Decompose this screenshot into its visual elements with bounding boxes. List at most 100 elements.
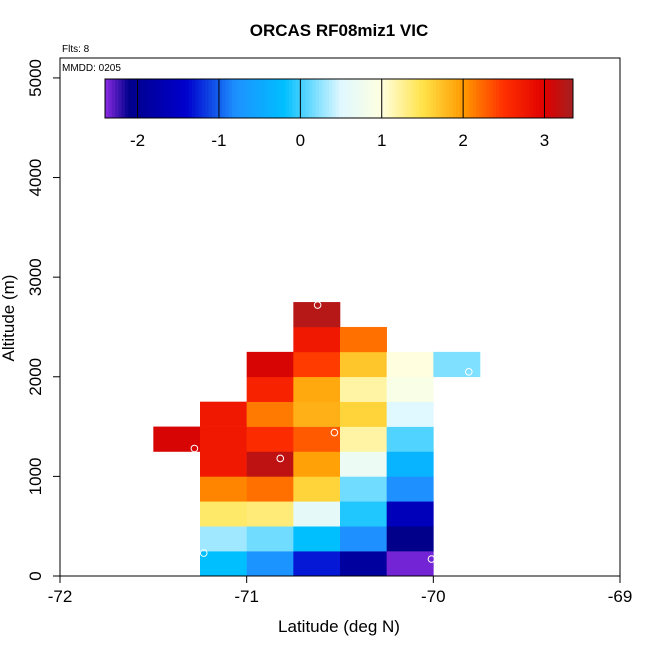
colorbar-segment xyxy=(529,79,534,118)
heatmap-cell xyxy=(293,351,341,378)
colorbar-segment xyxy=(158,79,163,118)
colorbar-segment xyxy=(208,79,213,118)
colorbar-segment xyxy=(429,79,434,118)
colorbar-segment xyxy=(432,79,437,118)
y-tick-label: 4000 xyxy=(26,159,45,197)
x-tick-label: -70 xyxy=(421,587,446,606)
colorbar-segment xyxy=(308,79,313,118)
colorbar-segment xyxy=(268,79,273,118)
heatmap-cell xyxy=(200,551,247,577)
y-axis: 0 1000 2000 3000 4000 5000 xyxy=(26,59,60,581)
colorbar-segment xyxy=(339,79,343,118)
heatmap-cell xyxy=(246,526,294,552)
colorbar-segment xyxy=(519,79,524,118)
colorbar-segment xyxy=(265,79,270,118)
colorbar-segment xyxy=(352,79,357,118)
colorbar-segment xyxy=(559,79,564,118)
colorbar-tick-label: -1 xyxy=(211,131,226,150)
colorbar-segment xyxy=(345,79,350,118)
colorbar-segment xyxy=(566,79,571,118)
colorbar-segment xyxy=(415,79,420,118)
colorbar-segment xyxy=(318,79,323,118)
colorbar-segment xyxy=(355,79,360,118)
colorbar-segment xyxy=(258,79,263,118)
colorbar-segment xyxy=(275,79,280,118)
colorbar-segment xyxy=(155,79,159,118)
colorbar-segment xyxy=(379,79,383,118)
heatmap-cell xyxy=(293,526,341,552)
heatmap-cells xyxy=(153,302,481,577)
y-tick-label: 3000 xyxy=(26,258,45,296)
observation-points xyxy=(190,301,473,563)
y-tick-label: 5000 xyxy=(26,59,45,97)
heatmap-cell xyxy=(340,376,387,402)
colorbar-segment xyxy=(245,79,250,118)
colorbar-segment xyxy=(222,79,226,118)
heatmap-cell xyxy=(293,476,341,502)
colorbar-segment xyxy=(165,79,170,118)
colorbar-segment xyxy=(195,79,200,118)
plot-frame xyxy=(59,57,621,577)
heatmap-cell xyxy=(293,551,341,577)
heatmap-cell xyxy=(153,426,201,452)
colorbar-segment xyxy=(168,79,173,118)
colorbar-segment xyxy=(539,79,544,118)
colorbar-segment xyxy=(198,79,203,118)
colorbar-segment xyxy=(328,79,333,118)
heatmap-cell xyxy=(386,526,434,552)
observation-point xyxy=(199,549,208,557)
colorbar-segment xyxy=(325,79,330,118)
colorbar-segment xyxy=(506,79,510,118)
colorbar-frame xyxy=(104,78,574,119)
colorbar-segment xyxy=(161,79,166,118)
colorbar-segment xyxy=(342,79,347,118)
colorbar-segment xyxy=(151,79,156,118)
heatmap-cell xyxy=(200,401,247,427)
colorbar-segment xyxy=(385,79,390,118)
colorbar-segment xyxy=(412,79,417,118)
colorbar-segment xyxy=(486,79,490,118)
colorbar-segment xyxy=(141,79,146,118)
heatmap-cell xyxy=(246,401,294,427)
colorbar-segment xyxy=(536,79,541,118)
y-tick-label: 1000 xyxy=(26,457,45,495)
x-tick-label: -69 xyxy=(608,587,633,606)
colorbar-segment xyxy=(125,79,129,118)
colorbar-segment xyxy=(211,79,216,118)
y-tick-label: 0 xyxy=(26,571,45,580)
colorbar-segment xyxy=(145,79,149,118)
x-tick-label: -71 xyxy=(234,587,259,606)
heatmap-cell xyxy=(386,426,434,452)
colorbar-segment xyxy=(232,79,236,118)
colorbar-segment xyxy=(178,79,183,118)
heatmap-cell xyxy=(386,501,434,527)
heatmap-cell xyxy=(293,501,341,527)
colorbar-segment xyxy=(288,79,293,118)
colorbar-segment xyxy=(459,79,464,118)
colorbar-segment xyxy=(302,79,307,118)
colorbar-segment xyxy=(549,79,554,118)
colorbar-segment xyxy=(295,79,300,118)
heatmap-cell xyxy=(340,451,387,477)
colorbar-segment xyxy=(292,79,297,118)
colorbar-segment xyxy=(115,79,119,118)
colorbar-segment xyxy=(546,79,551,118)
colorbar-segment xyxy=(522,79,527,118)
colorbar-segment xyxy=(472,79,477,118)
colorbar-segment xyxy=(402,79,407,118)
colorbar-segment xyxy=(372,79,377,118)
heatmap-cell xyxy=(293,401,341,427)
heatmap-cell xyxy=(246,351,294,378)
colorbar-segment xyxy=(362,79,367,118)
colorbar-segment xyxy=(148,79,153,118)
heatmap-cell xyxy=(340,501,387,527)
observation-point xyxy=(427,555,436,563)
colorbar-segment xyxy=(135,79,139,118)
heatmap-cell xyxy=(293,302,341,328)
heatmap-cell xyxy=(293,426,341,452)
colorbar-segment xyxy=(512,79,517,118)
colorbar-segment xyxy=(395,79,400,118)
colorbar-segment xyxy=(225,79,230,118)
date-label: MMDD: 0205 xyxy=(62,63,121,74)
colorbar-segment xyxy=(121,79,126,118)
